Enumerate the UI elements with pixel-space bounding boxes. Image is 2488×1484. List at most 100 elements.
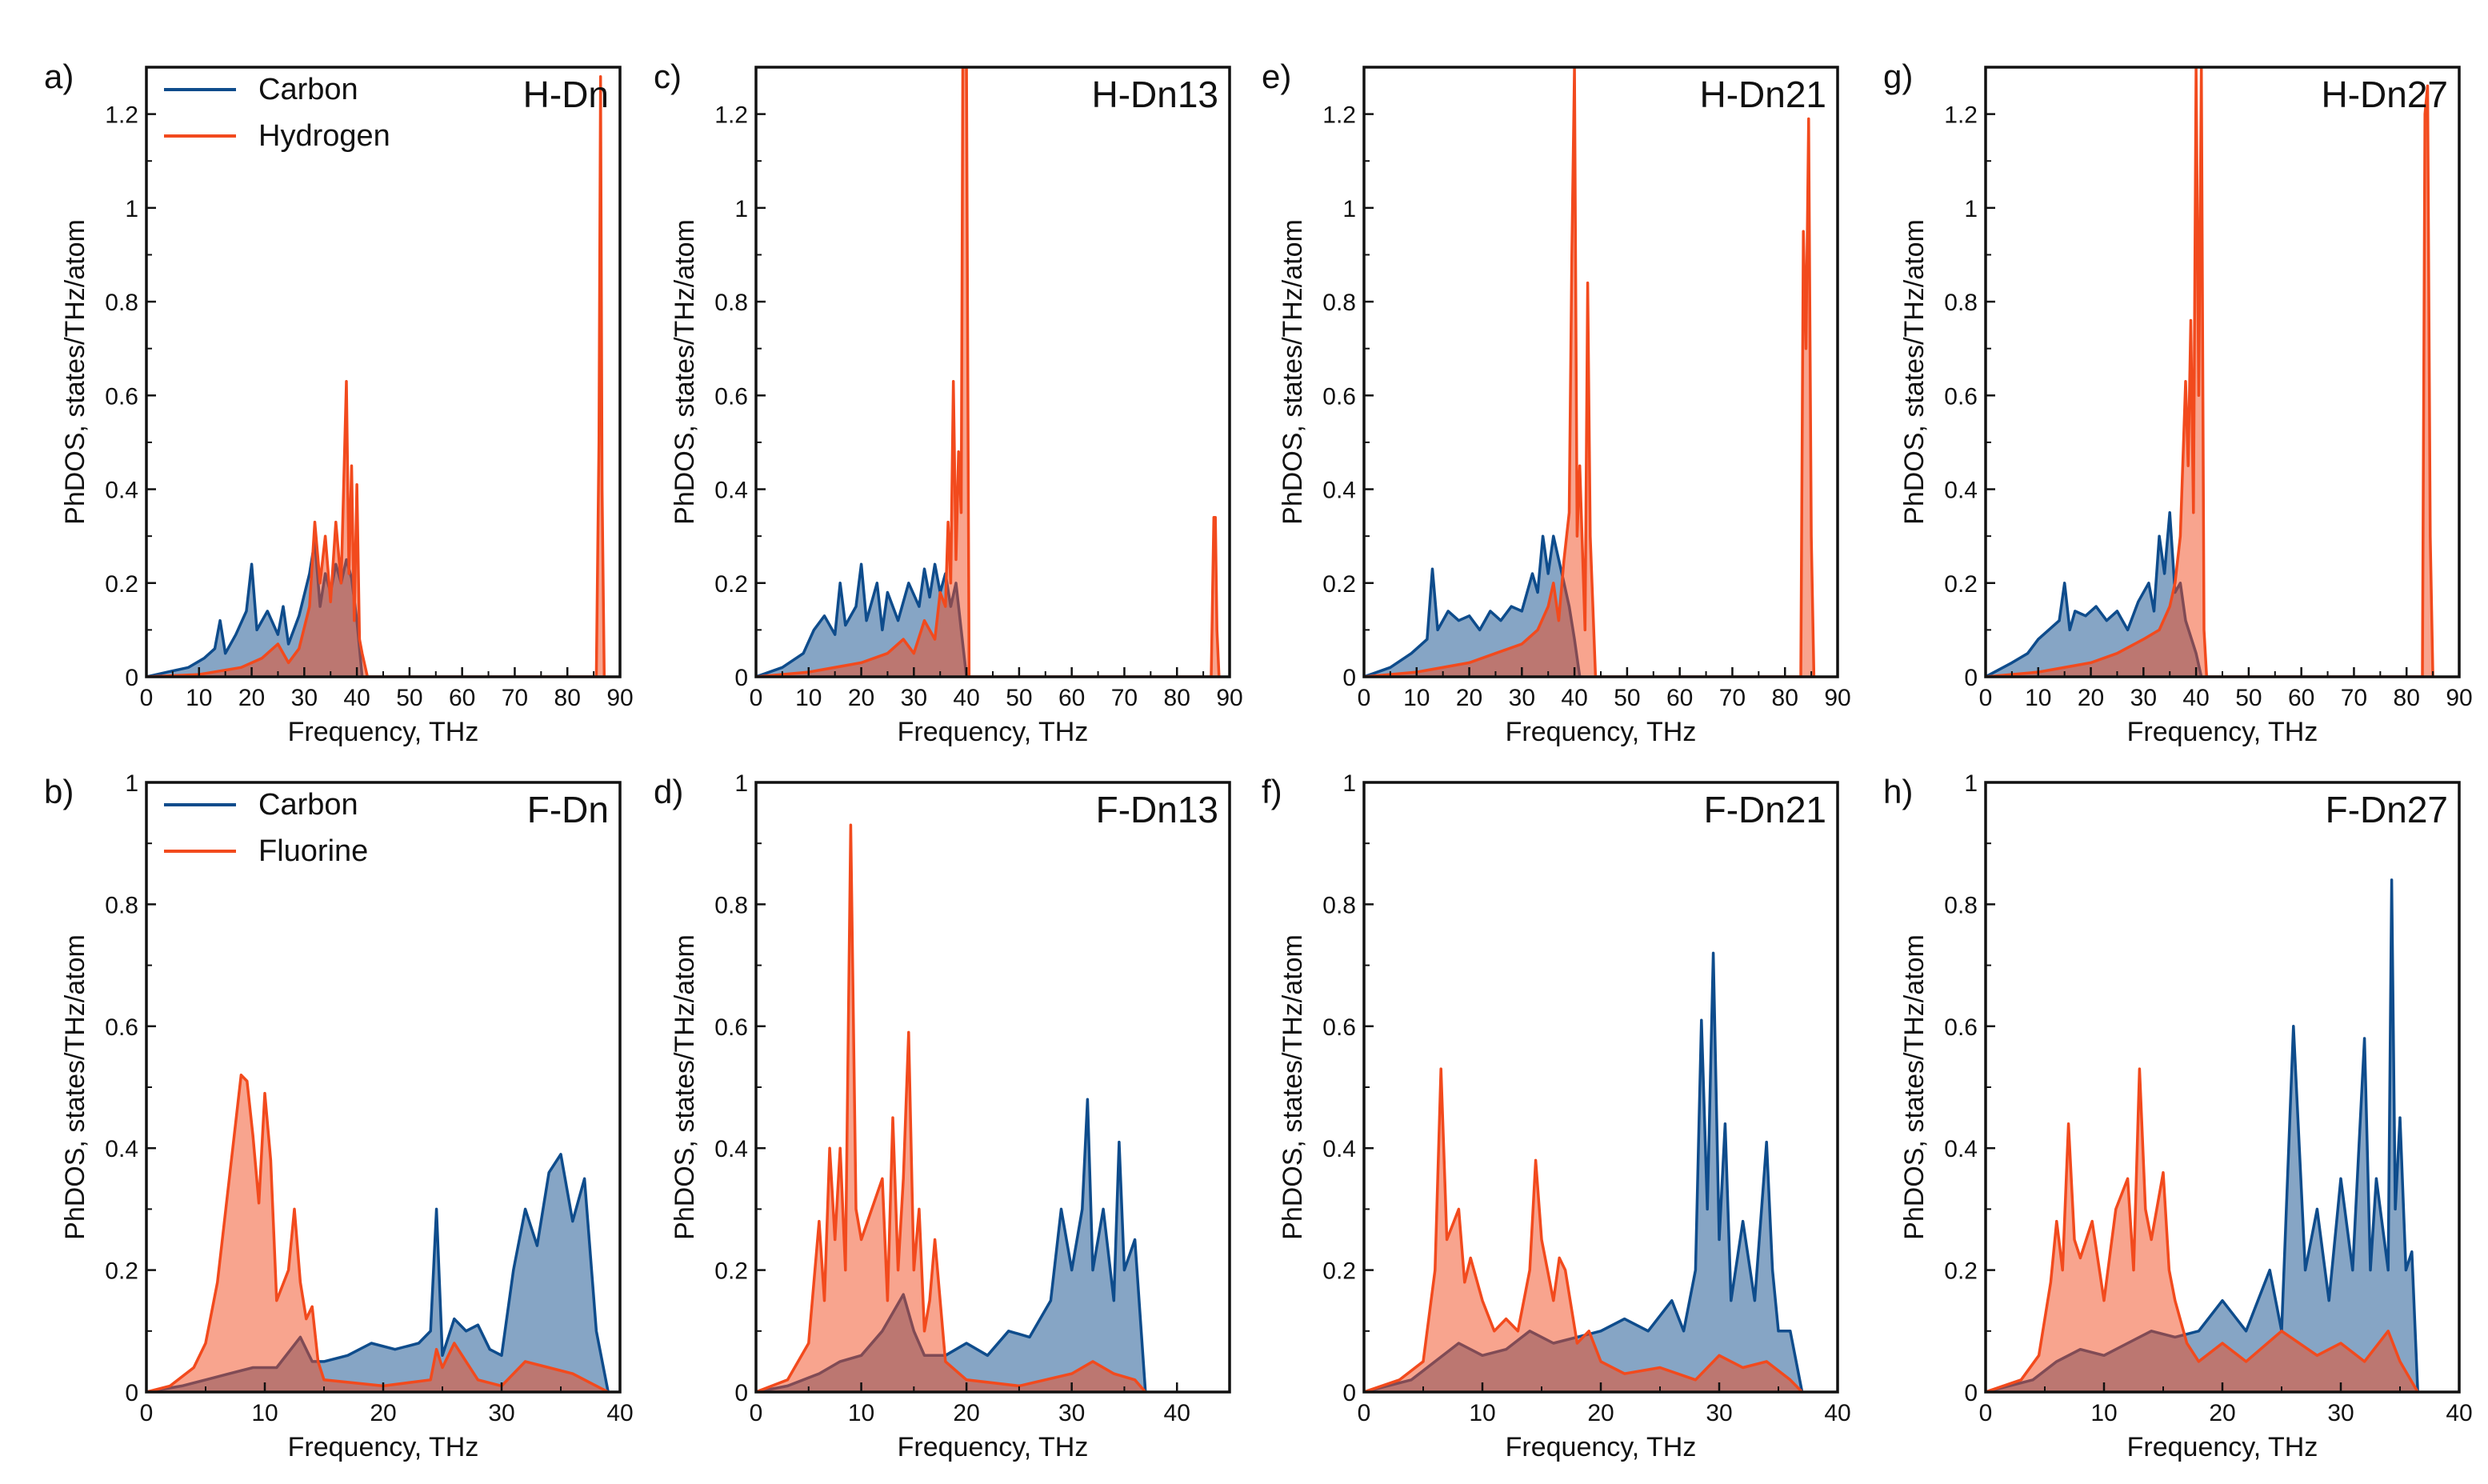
plot-area-c	[756, 67, 1221, 677]
series-fluorine-line	[146, 1074, 609, 1392]
x-tick-label: 0	[140, 685, 154, 711]
legend-label-carbon: Carbon	[258, 73, 358, 106]
x-tick-label: 40	[2182, 685, 2209, 711]
y-tick-label: 0.4	[714, 1136, 748, 1162]
x-axis-label: Frequency, THz	[898, 1432, 1089, 1462]
series-carbon-area	[756, 564, 967, 677]
panel-e: 0 10 20 30 40 50 60 70 80 90 0 0.2 0.4 0.6 0.8 1 1.2 Freq…	[1262, 58, 1851, 747]
panel-d: 0 10 20 30 40 0 0.2 0.4 0.6 0.8 1 Frequency, THz PhD…	[654, 770, 1231, 1462]
panel-letter: b)	[44, 773, 74, 810]
y-tick-label: 1	[1342, 196, 1356, 222]
panel-title: H-Dn21	[1699, 74, 1826, 115]
x-tick-label: 10	[186, 685, 212, 711]
x-tick-label: 90	[606, 685, 633, 711]
x-tick-label: 30	[901, 685, 927, 711]
panel-letter: e)	[1262, 58, 1291, 95]
y-tick-label: 0.2	[1944, 571, 1978, 598]
x-axis-label: Frequency, THz	[288, 1432, 479, 1462]
x-tick-label: 30	[488, 1400, 514, 1426]
y-tick-label: 1	[734, 196, 748, 222]
x-tick-label: 50	[1006, 685, 1032, 711]
x-tick-label: 80	[2394, 685, 2420, 711]
y-tick-label: 0.2	[105, 571, 138, 598]
panel-letter: g)	[1883, 58, 1913, 95]
x-tick-label: 20	[1456, 685, 1482, 711]
series-carbon-area	[1986, 879, 2418, 1392]
y-axis-label: PhDOS, states/THz/atom	[1278, 219, 1308, 525]
y-tick-label: 1.2	[105, 102, 138, 129]
y-tick-label: 0	[734, 665, 748, 691]
y-axis-label: PhDOS, states/THz/atom	[1899, 934, 1930, 1240]
x-tick-label: 80	[1772, 685, 1798, 711]
y-tick-label: 0.2	[1944, 1258, 1978, 1285]
y-tick-label: 0.8	[105, 892, 138, 918]
series-hydrogen-area	[756, 67, 1219, 677]
plot-area-f	[1364, 951, 1804, 1392]
x-tick-label: 10	[2025, 685, 2051, 711]
x-tick-label: 70	[1111, 685, 1138, 711]
series-fluorine-area	[1364, 1069, 1802, 1392]
x-tick-label: 20	[2209, 1400, 2235, 1426]
y-axis-label: PhDOS, states/THz/atom	[60, 219, 90, 525]
x-tick-label: 10	[1403, 685, 1430, 711]
y-axis-label: PhDOS, states/THz/atom	[670, 934, 700, 1240]
y-tick-label: 0.8	[714, 290, 748, 316]
y-tick-label: 0.4	[714, 478, 748, 504]
y-tick-label: 1	[1342, 770, 1356, 797]
y-tick-label: 0	[125, 665, 138, 691]
y-tick-label: 0.8	[1322, 892, 1356, 918]
x-tick-label: 30	[1509, 685, 1535, 711]
panel-c: 0 10 20 30 40 50 60 70 80 90 0 0.2 0.4 0.6 0.8 1 1.2 Freq…	[654, 58, 1243, 747]
y-tick-label: 0.6	[1944, 1014, 1978, 1041]
panel-a: 0 10 20 30 40 50 60 70 80 90 0 0.2 0.4 0.6 0.8 1 1.2 Freq…	[44, 58, 634, 747]
series-fluorine-line	[756, 823, 1147, 1392]
y-tick-label: 0.8	[105, 290, 138, 316]
panel-letter: c)	[654, 58, 682, 95]
y-tick-label: 0.2	[1322, 1258, 1356, 1285]
plot-frame	[754, 66, 1231, 678]
x-tick-label: 50	[396, 685, 422, 711]
x-tick-label: 0	[140, 1400, 154, 1426]
y-tick-label: 1.2	[714, 102, 748, 129]
y-axis-label: PhDOS, states/THz/atom	[1278, 934, 1308, 1240]
y-tick-label: 1.2	[1322, 102, 1356, 129]
panel-f: 0 10 20 30 40 0 0.2 0.4 0.6 0.8 1 Frequency, THz PhD…	[1262, 770, 1851, 1462]
y-tick-label: 0.8	[1944, 290, 1978, 316]
plot-frame	[145, 781, 622, 1394]
series-fluorine-line	[1364, 1067, 1803, 1392]
x-tick-label: 30	[2130, 685, 2157, 711]
x-tick-label: 90	[1216, 685, 1242, 711]
x-tick-label: 40	[1164, 1400, 1190, 1426]
x-axis-label: Frequency, THz	[2127, 717, 2318, 747]
panel-title: H-Dn	[523, 74, 609, 115]
x-tick-label: 10	[251, 1400, 278, 1426]
series-hydrogen-area	[1364, 67, 1814, 677]
panel-title: F-Dn13	[1096, 789, 1218, 830]
x-axis-label: Frequency, THz	[1506, 717, 1697, 747]
legend-label-carbon: Carbon	[258, 788, 358, 822]
x-tick-label: 30	[1706, 1400, 1732, 1426]
x-tick-label: 0	[1979, 685, 1993, 711]
series-hydrogen-area	[1986, 67, 2434, 677]
series-hydrogen-line	[1986, 67, 2434, 677]
x-tick-label: 90	[1824, 685, 1850, 711]
x-tick-label: 40	[1824, 1400, 1850, 1426]
x-tick-label: 60	[2288, 685, 2314, 711]
x-tick-label: 60	[449, 685, 475, 711]
x-axis-label: Frequency, THz	[1506, 1432, 1697, 1462]
y-axis-label: PhDOS, states/THz/atom	[60, 934, 90, 1240]
y-tick-label: 0	[1964, 665, 1978, 691]
legend-label-fluorine: Fluorine	[258, 834, 368, 868]
x-tick-label: 30	[1058, 1400, 1085, 1426]
y-tick-label: 0.6	[714, 383, 748, 410]
x-tick-label: 10	[2090, 1400, 2117, 1426]
y-tick-label: 0	[1964, 1380, 1978, 1406]
panel-letter: a)	[44, 58, 74, 95]
plot-frame	[1362, 66, 1839, 678]
x-tick-label: 50	[2235, 685, 2262, 711]
y-axis-label: PhDOS, states/THz/atom	[670, 219, 700, 525]
panel-b: 0 10 20 30 40 0 0.2 0.4 0.6 0.8 1 Frequency, THz PhD…	[44, 770, 634, 1462]
y-tick-label: 0	[1342, 1380, 1356, 1406]
x-tick-label: 40	[2446, 1400, 2472, 1426]
x-tick-label: 50	[1614, 685, 1640, 711]
